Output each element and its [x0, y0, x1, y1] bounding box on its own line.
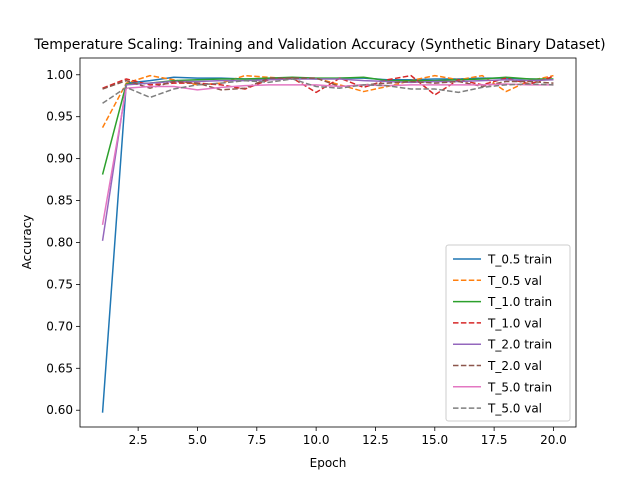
series-line-4	[101, 78, 554, 241]
legend-label: T_0.5 val	[487, 274, 542, 288]
x-axis-label: Epoch	[310, 456, 347, 470]
series-line-2	[101, 76, 554, 175]
x-tick-label: 10.0	[303, 433, 330, 447]
x-tick-label: 2.5	[129, 433, 148, 447]
y-tick-label: 0.65	[46, 361, 73, 375]
x-tick-label: 12.5	[362, 433, 389, 447]
y-tick-label: 0.70	[46, 319, 73, 333]
series-line-5	[102, 77, 554, 91]
y-tick-label: 1.00	[46, 68, 73, 82]
legend-label: T_2.0 val	[487, 359, 542, 373]
legend-label: T_5.0 train	[487, 380, 552, 394]
y-tick-label: 0.90	[46, 152, 73, 166]
x-tick-label: 7.5	[247, 433, 266, 447]
series-line-3	[102, 74, 554, 96]
y-tick-label: 0.80	[46, 236, 73, 250]
y-tick-label: 0.85	[46, 194, 73, 208]
legend-label: T_5.0 val	[487, 402, 542, 416]
x-tick-label: 20.0	[540, 433, 567, 447]
legend: T_0.5 train T_0.5 val T_1.0 train T_1.0 val…	[445, 244, 571, 422]
x-tick-label: 17.5	[481, 433, 508, 447]
y-tick-label: 0.95	[46, 110, 73, 124]
x-tick-label: 5.0	[188, 433, 207, 447]
y-tick-label: 0.60	[46, 403, 73, 417]
series-line-6	[101, 83, 554, 226]
chart-title: Temperature Scaling: Training and Valida…	[33, 37, 605, 53]
legend-label: T_2.0 train	[487, 338, 552, 352]
legend-label: T_1.0 val	[487, 316, 542, 330]
legend-label: T_1.0 train	[487, 295, 552, 309]
y-axis-label: Accuracy	[20, 215, 34, 270]
series-line-7	[102, 78, 554, 104]
x-axis: 2.5 5.0 7.5 10.0 12.5 15.0 17.5 20.0	[129, 427, 567, 447]
legend-box	[445, 244, 571, 422]
y-axis: 0.60 0.65 0.70 0.75 0.80 0.85 0.90 0.95 1.00	[46, 68, 80, 417]
legend-label: T_0.5 train	[487, 253, 552, 267]
series-group	[101, 74, 554, 413]
x-tick-label: 15.0	[421, 433, 448, 447]
y-tick-label: 0.75	[46, 277, 73, 291]
